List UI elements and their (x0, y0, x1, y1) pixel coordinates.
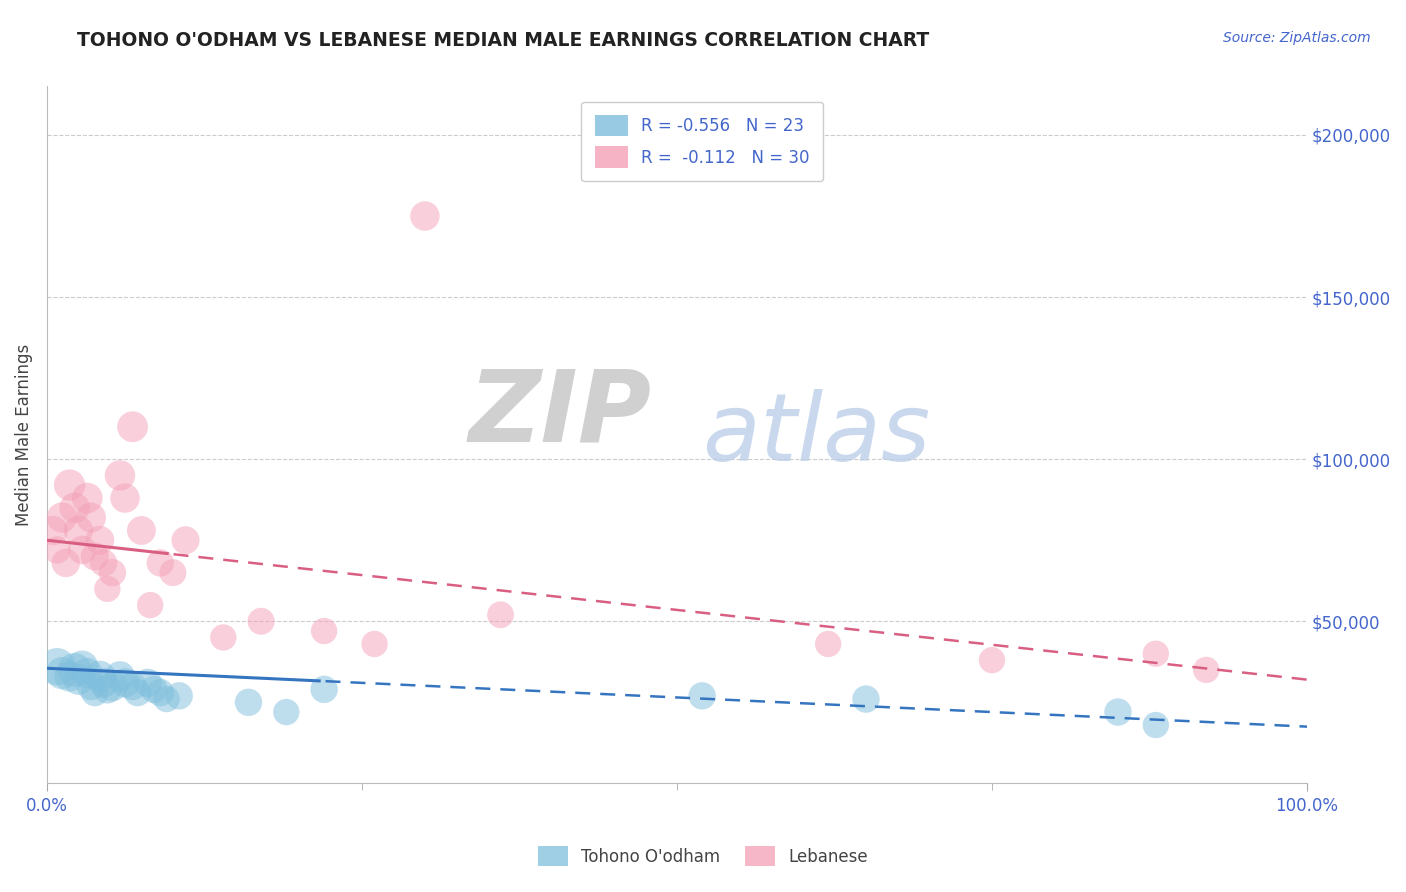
Text: TOHONO O'ODHAM VS LEBANESE MEDIAN MALE EARNINGS CORRELATION CHART: TOHONO O'ODHAM VS LEBANESE MEDIAN MALE E… (77, 31, 929, 50)
Point (55, 556, 77, 570)
Legend: Tohono O'odham, Lebanese: Tohono O'odham, Lebanese (530, 838, 876, 875)
Point (89, 669, 111, 683)
Point (89, 533, 111, 548)
Point (46, 543, 69, 558)
Point (314, 682, 336, 697)
Point (127, 685, 149, 699)
Point (101, 679, 124, 693)
Point (70, 659, 93, 673)
Point (149, 556, 172, 570)
Point (67, 524, 90, 538)
Point (155, 692, 177, 706)
Point (80, 510, 103, 524)
Point (981, 653, 1004, 667)
Point (131, 524, 153, 538)
Point (314, 624, 336, 638)
Point (238, 695, 260, 709)
Point (70, 543, 93, 558)
Point (83, 549, 105, 564)
Point (83, 685, 105, 699)
Point (1195, 663, 1218, 677)
Point (136, 676, 159, 690)
Point (250, 614, 273, 628)
Point (143, 682, 166, 697)
Point (121, 679, 143, 693)
Point (80, 679, 103, 693)
Point (114, 676, 136, 690)
Point (51, 666, 73, 681)
Point (162, 566, 184, 580)
Point (489, 607, 512, 622)
Point (46, 659, 69, 673)
Point (1107, 705, 1129, 719)
Point (276, 705, 298, 719)
Y-axis label: Median Male Earnings: Median Male Earnings (15, 343, 32, 526)
Point (96, 582, 118, 596)
Text: atlas: atlas (702, 390, 931, 481)
Point (121, 419, 143, 434)
Point (76, 666, 98, 681)
Point (149, 685, 172, 699)
Point (42, 524, 65, 538)
Point (1144, 718, 1167, 732)
Point (108, 669, 131, 683)
Point (93, 556, 115, 570)
Point (63, 663, 86, 677)
Point (76, 491, 98, 505)
Point (413, 209, 436, 223)
Point (51, 510, 73, 524)
Point (174, 533, 197, 548)
Point (139, 598, 162, 612)
Point (93, 676, 115, 690)
Point (817, 637, 839, 651)
Point (1144, 647, 1167, 661)
Point (855, 692, 877, 706)
Point (212, 631, 235, 645)
Point (363, 637, 385, 651)
Point (114, 491, 136, 505)
Point (58, 669, 80, 683)
Point (101, 566, 124, 580)
Point (108, 468, 131, 483)
Point (690, 689, 713, 703)
Point (58, 478, 80, 492)
Point (63, 500, 86, 515)
Point (96, 682, 118, 697)
Text: Source: ZipAtlas.com: Source: ZipAtlas.com (1223, 31, 1371, 45)
Text: ZIP: ZIP (468, 366, 652, 462)
Legend: R = -0.556   N = 23, R =  -0.112   N = 30: R = -0.556 N = 23, R = -0.112 N = 30 (581, 102, 823, 181)
Point (167, 689, 190, 703)
Point (67, 673, 90, 687)
